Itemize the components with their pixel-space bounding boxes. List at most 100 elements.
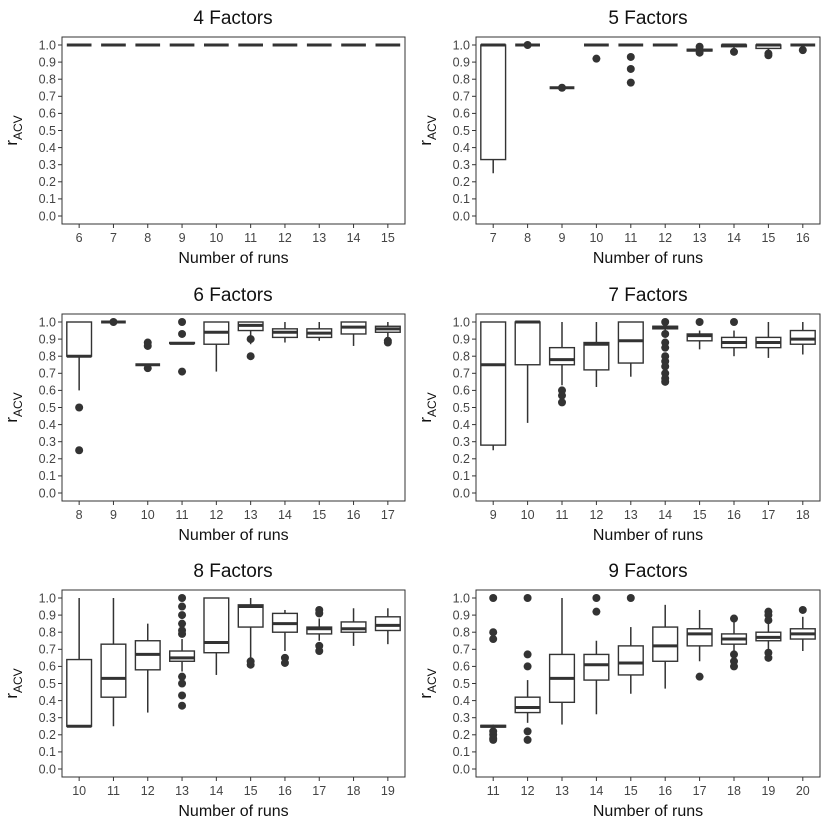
y-tick-label: 0.5 [39, 677, 56, 691]
box-10 [135, 338, 161, 373]
panel-1: 4 Factors 0.0 0.1 0.2 0.3 0.4 0.5 0.6 0.7 0.8 0.9 1… [2, 8, 406, 267]
outlier-point [523, 41, 532, 49]
y-tick-label: 1.0 [453, 591, 470, 605]
x-tick-label: 16 [658, 784, 672, 798]
y-tick-label: 0.3 [453, 435, 470, 449]
y-tick-label: 0.0 [39, 762, 56, 776]
y-tick-label: 0.7 [453, 643, 470, 657]
y-tick-label: 0.4 [453, 694, 470, 708]
outlier-point [489, 594, 498, 602]
x-tick-label: 15 [381, 231, 395, 245]
y-tick-label: 0.2 [39, 452, 56, 466]
panel-4: 7 Factors 0.0 0.1 0.2 0.3 0.4 0.5 0.6 0.7 0.8 0.9 1… [416, 285, 821, 544]
x-tick-label: 12 [209, 508, 223, 522]
box-9 [549, 83, 575, 92]
x-tick-label: 13 [244, 508, 258, 522]
box-body [617, 645, 644, 676]
x-axis-title: Number of runs [593, 527, 703, 544]
y-tick-label: 0.9 [39, 332, 56, 346]
outlier-point [143, 338, 152, 347]
x-tick-label: 13 [312, 231, 326, 245]
box-body [789, 329, 816, 345]
outlier-point [178, 672, 187, 681]
box-19 [374, 608, 401, 645]
y-tick-label: 0.6 [39, 107, 56, 121]
box-10 [514, 320, 541, 423]
outlier-point [315, 609, 324, 618]
panel-border [61, 36, 406, 225]
y-tick-label: 0.7 [39, 90, 56, 104]
x-tick-label: 7 [490, 231, 497, 245]
box-body [617, 321, 644, 364]
box-16 [790, 43, 816, 55]
box-12 [514, 594, 541, 744]
box-body [514, 321, 541, 366]
box-12 [203, 321, 230, 372]
box-body [548, 346, 576, 366]
y-tick-label: 0.3 [39, 435, 56, 449]
panel-title: 8 Factors [193, 561, 272, 582]
y-tick-label: 0.0 [39, 209, 56, 223]
panel-title: 4 Factors [193, 8, 272, 29]
panel-title: 9 Factors [608, 561, 687, 582]
y-tick-label: 0.9 [453, 332, 470, 346]
x-tick-label: 10 [209, 231, 223, 245]
outlier-point [178, 367, 187, 376]
outlier-point [558, 83, 566, 92]
box-15 [755, 43, 782, 60]
y-tick-label: 0.1 [453, 469, 470, 483]
panel-title: 7 Factors [608, 285, 687, 306]
y-tick-label: 0.1 [453, 192, 470, 206]
x-tick-label: 14 [347, 231, 361, 245]
outlier-point [178, 629, 187, 638]
outlier-point [109, 318, 118, 326]
y-tick-label: 0.6 [39, 384, 56, 398]
y-tick-label: 0.8 [39, 626, 56, 640]
box-15 [617, 594, 644, 694]
box-18 [720, 614, 748, 671]
x-tick-label: 11 [244, 231, 257, 245]
panel-border [475, 36, 821, 225]
x-tick-label: 12 [658, 231, 672, 245]
y-axis-title-main: r [416, 417, 435, 423]
y-tick-label: 0.1 [39, 469, 56, 483]
x-tick-label: 18 [347, 784, 361, 798]
x-tick-label: 12 [589, 508, 603, 522]
outlier-point [178, 691, 187, 700]
y-tick-label: 0.2 [39, 728, 56, 742]
box-18 [789, 322, 816, 355]
outlier-point [764, 616, 773, 625]
y-axis-title-main: r [416, 140, 435, 146]
x-tick-label: 9 [110, 508, 117, 522]
panel-5: 8 Factors 0.0 0.1 0.2 0.3 0.4 0.5 0.6 0.7 0.8 0.9 1… [2, 561, 406, 820]
y-axis-title-main: r [2, 140, 21, 146]
outlier-point [178, 594, 187, 602]
box-11 [548, 322, 576, 407]
box-13 [237, 321, 264, 361]
box-17 [374, 322, 401, 347]
outlier-point [523, 662, 532, 671]
outlier-point [592, 54, 601, 63]
box-16 [271, 609, 298, 667]
y-tick-label: 0.9 [453, 55, 470, 69]
x-tick-label: 9 [179, 231, 186, 245]
y-tick-label: 0.4 [39, 694, 56, 708]
box-12 [134, 623, 161, 713]
box-11 [100, 598, 127, 727]
x-tick-label: 9 [559, 231, 566, 245]
box-8 [515, 41, 540, 49]
y-axis-title-main: r [2, 693, 21, 699]
box-14 [583, 594, 610, 715]
outlier-point [143, 364, 152, 373]
outlier-point [489, 628, 498, 637]
x-tick-label: 16 [727, 508, 741, 522]
y-tick-label: 0.4 [39, 418, 56, 432]
box-14 [203, 597, 230, 675]
y-tick-label: 0.4 [453, 418, 470, 432]
y-tick-label: 0.9 [39, 55, 56, 69]
box-body [374, 616, 401, 632]
x-tick-label: 8 [76, 508, 83, 522]
y-tick-label: 0.0 [453, 486, 470, 500]
outlier-point [764, 653, 773, 662]
y-tick-label: 0.1 [39, 192, 56, 206]
